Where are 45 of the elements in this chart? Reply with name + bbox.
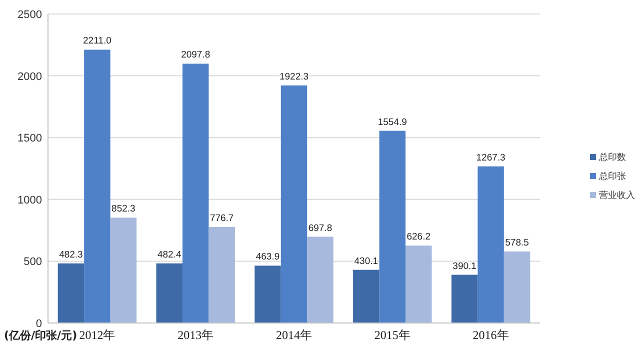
bar	[254, 266, 281, 323]
text: 430.1	[354, 256, 378, 267]
bar	[110, 218, 137, 323]
bar	[353, 270, 380, 323]
x-tick-label: 2015年	[374, 328, 410, 342]
y-tick-label: 0	[36, 318, 42, 330]
bar	[504, 251, 530, 323]
bar	[84, 50, 110, 323]
text: 390.1	[452, 260, 476, 272]
text: 578.5	[505, 237, 529, 248]
y-tick-label: 1500	[18, 132, 42, 145]
bar	[451, 274, 478, 323]
legend-label: 总印张	[598, 171, 626, 182]
bar	[478, 166, 504, 323]
x-tick-label: 2014年	[276, 328, 312, 342]
bar	[307, 236, 334, 323]
bar	[58, 263, 84, 323]
text: 482.3	[59, 249, 83, 260]
bar	[280, 85, 308, 323]
bar	[208, 227, 235, 323]
text: 2211.0	[83, 36, 112, 47]
y-tick-label: 500	[24, 256, 42, 268]
text: 482.4	[157, 249, 182, 260]
text: 463.9	[256, 252, 280, 263]
x-tick-label: 2012年	[79, 328, 116, 342]
text: 626.2	[406, 232, 431, 243]
text: 697.8	[308, 222, 332, 234]
y-axis-title: (亿份/印张/元)	[4, 329, 78, 342]
text: 1554.9	[378, 116, 407, 128]
text: 776.7	[210, 213, 234, 224]
bar	[156, 263, 182, 323]
text: 1267.3	[476, 152, 506, 164]
bar	[406, 246, 432, 323]
x-tick-label: 2013年	[178, 328, 214, 342]
y-tick-label: 2000	[18, 70, 42, 83]
bar	[379, 130, 406, 323]
legend-label: 营业收入	[599, 190, 635, 201]
text: 2097.8	[181, 50, 210, 61]
text: 852.3	[112, 204, 136, 215]
text: 1922.3	[279, 71, 309, 82]
y-tick-label: 1000	[18, 194, 42, 206]
legend-label: 总印数	[598, 152, 626, 163]
y-tick-label: 2500	[18, 9, 42, 21]
x-tick-label: 2016年	[472, 328, 509, 342]
bar	[182, 64, 209, 323]
